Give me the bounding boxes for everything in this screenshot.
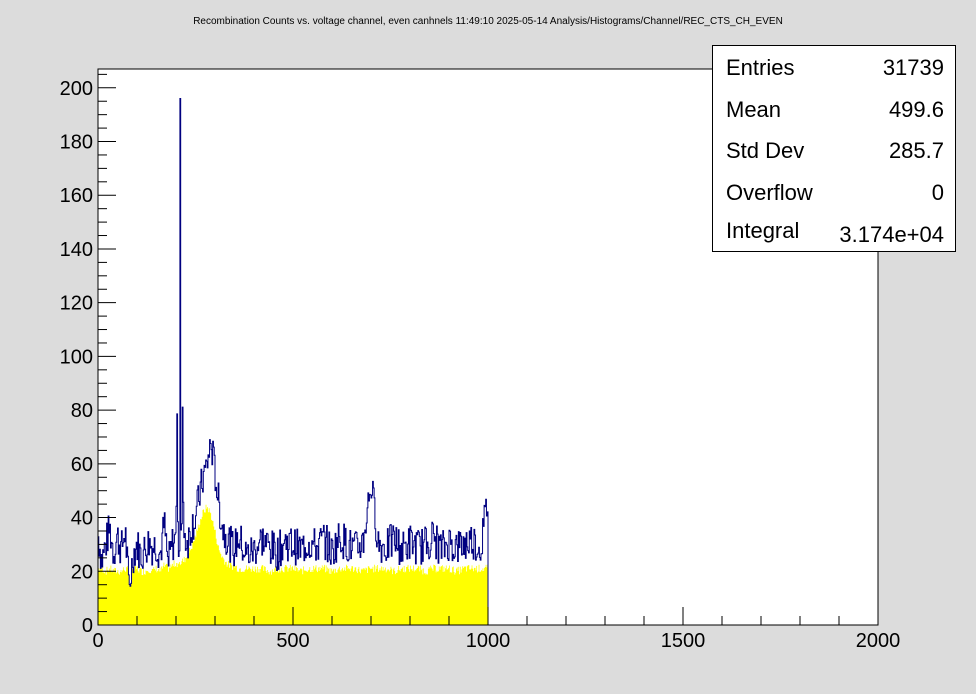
y-tick-label: 0 [82,615,93,637]
stats-label: Mean [726,97,782,122]
y-tick-label: 180 [60,132,93,154]
y-tick-label: 140 [60,239,93,261]
histogram-fill [98,504,488,625]
stats-label: Integral [726,218,800,243]
y-tick-label: 200 [60,78,93,100]
y-tick-label: 120 [60,293,93,315]
y-tick-label: 80 [71,400,93,422]
x-axis: 0 500 1000 1500 2000 [92,607,900,652]
stats-value: 31739 [882,55,944,80]
y-tick-label: 100 [60,346,93,368]
stats-value: 285.7 [888,138,944,163]
x-tick-label: 2000 [856,630,901,652]
x-tick-label: 1500 [661,630,706,652]
stats-row-mean: Mean 499.6 [713,97,957,127]
x-tick-label: 500 [276,630,309,652]
stats-row-integral: Integral 3.174e+04 [713,218,957,248]
stats-label: Overflow [726,180,813,205]
y-tick-label: 160 [60,185,93,207]
y-axis: 0 20 40 60 80 100 120 140 160 180 200 [60,73,116,637]
stats-value: 0 [931,180,944,205]
histogram-series-line [97,98,489,625]
stats-label: Std Dev [726,138,805,163]
stats-value: 3.174e+04 [839,222,944,247]
x-tick-label: 0 [92,630,103,652]
y-tick-label: 40 [71,508,93,530]
x-tick-label: 1000 [466,630,511,652]
stats-row-std-dev: Std Dev 285.7 [713,138,957,168]
y-tick-label: 20 [71,561,93,583]
histogram-line [97,98,489,625]
stats-label: Entries [726,55,795,80]
stats-box: Entries 31739 Mean 499.6 Std Dev 285.7 Overflo… [712,45,956,252]
stats-row-entries: Entries 31739 [713,55,957,85]
y-tick-label: 60 [71,454,93,476]
stats-value: 499.6 [888,97,944,122]
chart-title: Recombination Counts vs. voltage channel… [193,16,783,27]
stats-row-overflow: Overflow 0 [713,180,957,210]
histogram-fill-area [98,504,488,625]
